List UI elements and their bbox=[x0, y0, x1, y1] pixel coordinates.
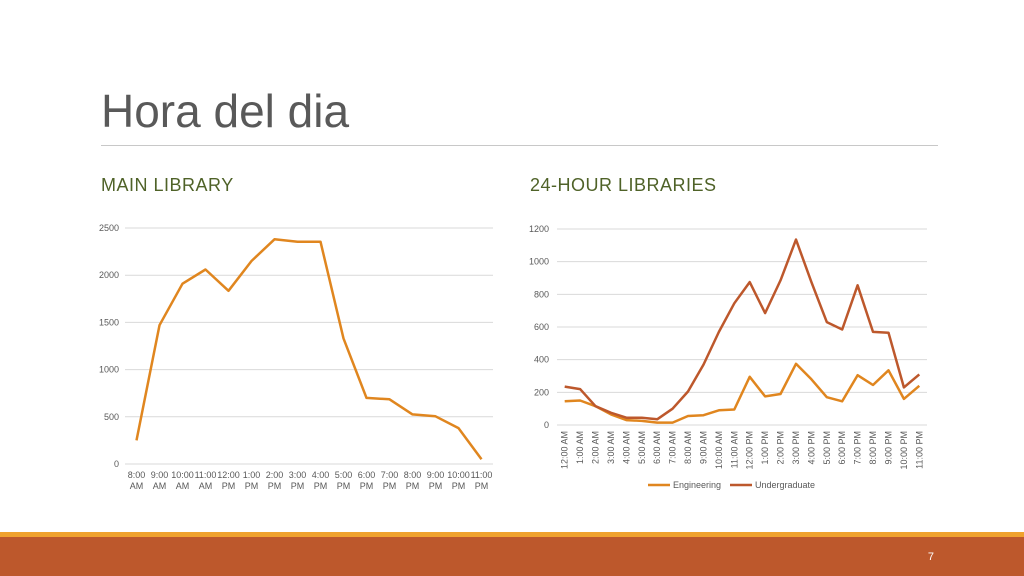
x-tick-label: 11:00 AM bbox=[195, 470, 217, 491]
main-library-line bbox=[135, 238, 483, 461]
x-tick-label: 1:00 PM bbox=[760, 431, 770, 465]
x-tick-label: 12:00 AM bbox=[560, 431, 570, 469]
x-tick-label: 10:00 PM bbox=[899, 431, 909, 470]
x-tick-label: 6:00 PM bbox=[837, 431, 847, 465]
x-tick-label: 8:00 AM bbox=[128, 470, 146, 491]
y-tick-label: 200 bbox=[534, 387, 549, 397]
y-tick-label: 0 bbox=[544, 420, 549, 430]
page-number: 7 bbox=[927, 551, 934, 563]
x-tick-label: 1:00 AM bbox=[575, 431, 585, 464]
y-tick-label: 1000 bbox=[99, 365, 119, 375]
title-divider bbox=[101, 145, 938, 146]
y-tick-label: 0 bbox=[114, 459, 119, 469]
x-tick-label: 7:00 AM bbox=[668, 431, 678, 464]
x-tick-label: 6:00 AM bbox=[652, 431, 662, 464]
24-hour-libraries-heading: 24-HOUR LIBRARIES bbox=[530, 175, 717, 195]
x-tick-label: 4:00 AM bbox=[621, 431, 631, 464]
y-tick-label: 2000 bbox=[99, 270, 119, 280]
x-tick-label: 2:00 PM bbox=[266, 470, 284, 491]
x-tick-label: 1:00 PM bbox=[243, 470, 261, 491]
engineering-line bbox=[564, 362, 921, 424]
x-tick-label: 9:00 PM bbox=[883, 431, 893, 465]
y-tick-label: 500 bbox=[104, 412, 119, 422]
x-tick-label: 9:00 PM bbox=[427, 470, 445, 491]
x-tick-label: 4:00 PM bbox=[312, 470, 330, 491]
x-tick-label: 5:00 AM bbox=[637, 431, 647, 464]
x-tick-label: 5:00 PM bbox=[822, 431, 832, 465]
x-tick-label: 10:00 AM bbox=[714, 431, 724, 469]
24-hour-libraries-chart: 0 200 400 600 800 1000 1200 12:00 AM 1:00 AM 2:00… bbox=[529, 224, 927, 490]
x-tick-label: 6:00 PM bbox=[358, 470, 376, 491]
x-tick-label: 8:00 PM bbox=[868, 431, 878, 465]
slide-title: Hora del dia bbox=[101, 85, 350, 137]
x-tick-label: 11:00 PM bbox=[914, 431, 924, 469]
x-tick-label: 12:00 PM bbox=[217, 470, 240, 491]
x-tick-label: 10:00 PM bbox=[447, 470, 470, 491]
x-tick-label: 2:00 PM bbox=[776, 431, 786, 465]
x-tick-label: 9:00 AM bbox=[151, 470, 169, 491]
x-tick-label: 10:00 AM bbox=[171, 470, 194, 491]
x-tick-label: 11:00 AM bbox=[729, 431, 739, 468]
x-tick-label: 7:00 PM bbox=[381, 470, 399, 491]
x-tick-label: 2:00 AM bbox=[591, 431, 601, 464]
x-tick-label: 8:00 PM bbox=[404, 470, 422, 491]
y-tick-label: 2500 bbox=[99, 223, 119, 233]
x-tick-label: 5:00 PM bbox=[335, 470, 353, 491]
x-tick-label: 9:00 AM bbox=[698, 431, 708, 464]
y-tick-label: 400 bbox=[534, 355, 549, 365]
x-tick-label: 7:00 PM bbox=[853, 431, 863, 465]
legend-label: Engineering bbox=[673, 480, 721, 490]
x-tick-label: 3:00 PM bbox=[289, 470, 307, 491]
footer-accent-band bbox=[0, 532, 1024, 537]
x-tick-label: 4:00 PM bbox=[806, 431, 816, 465]
x-tick-label: 11:00 PM bbox=[471, 470, 493, 491]
y-tick-label: 1000 bbox=[529, 257, 549, 267]
x-tick-label: 12:00 PM bbox=[745, 431, 755, 470]
y-tick-label: 1500 bbox=[99, 317, 119, 327]
x-tick-label: 3:00 AM bbox=[606, 431, 616, 464]
undergraduate-line bbox=[564, 238, 921, 421]
footer-band bbox=[0, 537, 1024, 576]
y-tick-label: 600 bbox=[534, 322, 549, 332]
x-tick-label: 3:00 PM bbox=[791, 431, 801, 465]
y-tick-label: 1200 bbox=[529, 224, 549, 234]
x-tick-label: 8:00 AM bbox=[683, 431, 693, 464]
legend-label: Undergraduate bbox=[755, 480, 815, 490]
y-tick-label: 800 bbox=[534, 289, 549, 299]
main-library-heading: MAIN LIBRARY bbox=[101, 175, 234, 195]
